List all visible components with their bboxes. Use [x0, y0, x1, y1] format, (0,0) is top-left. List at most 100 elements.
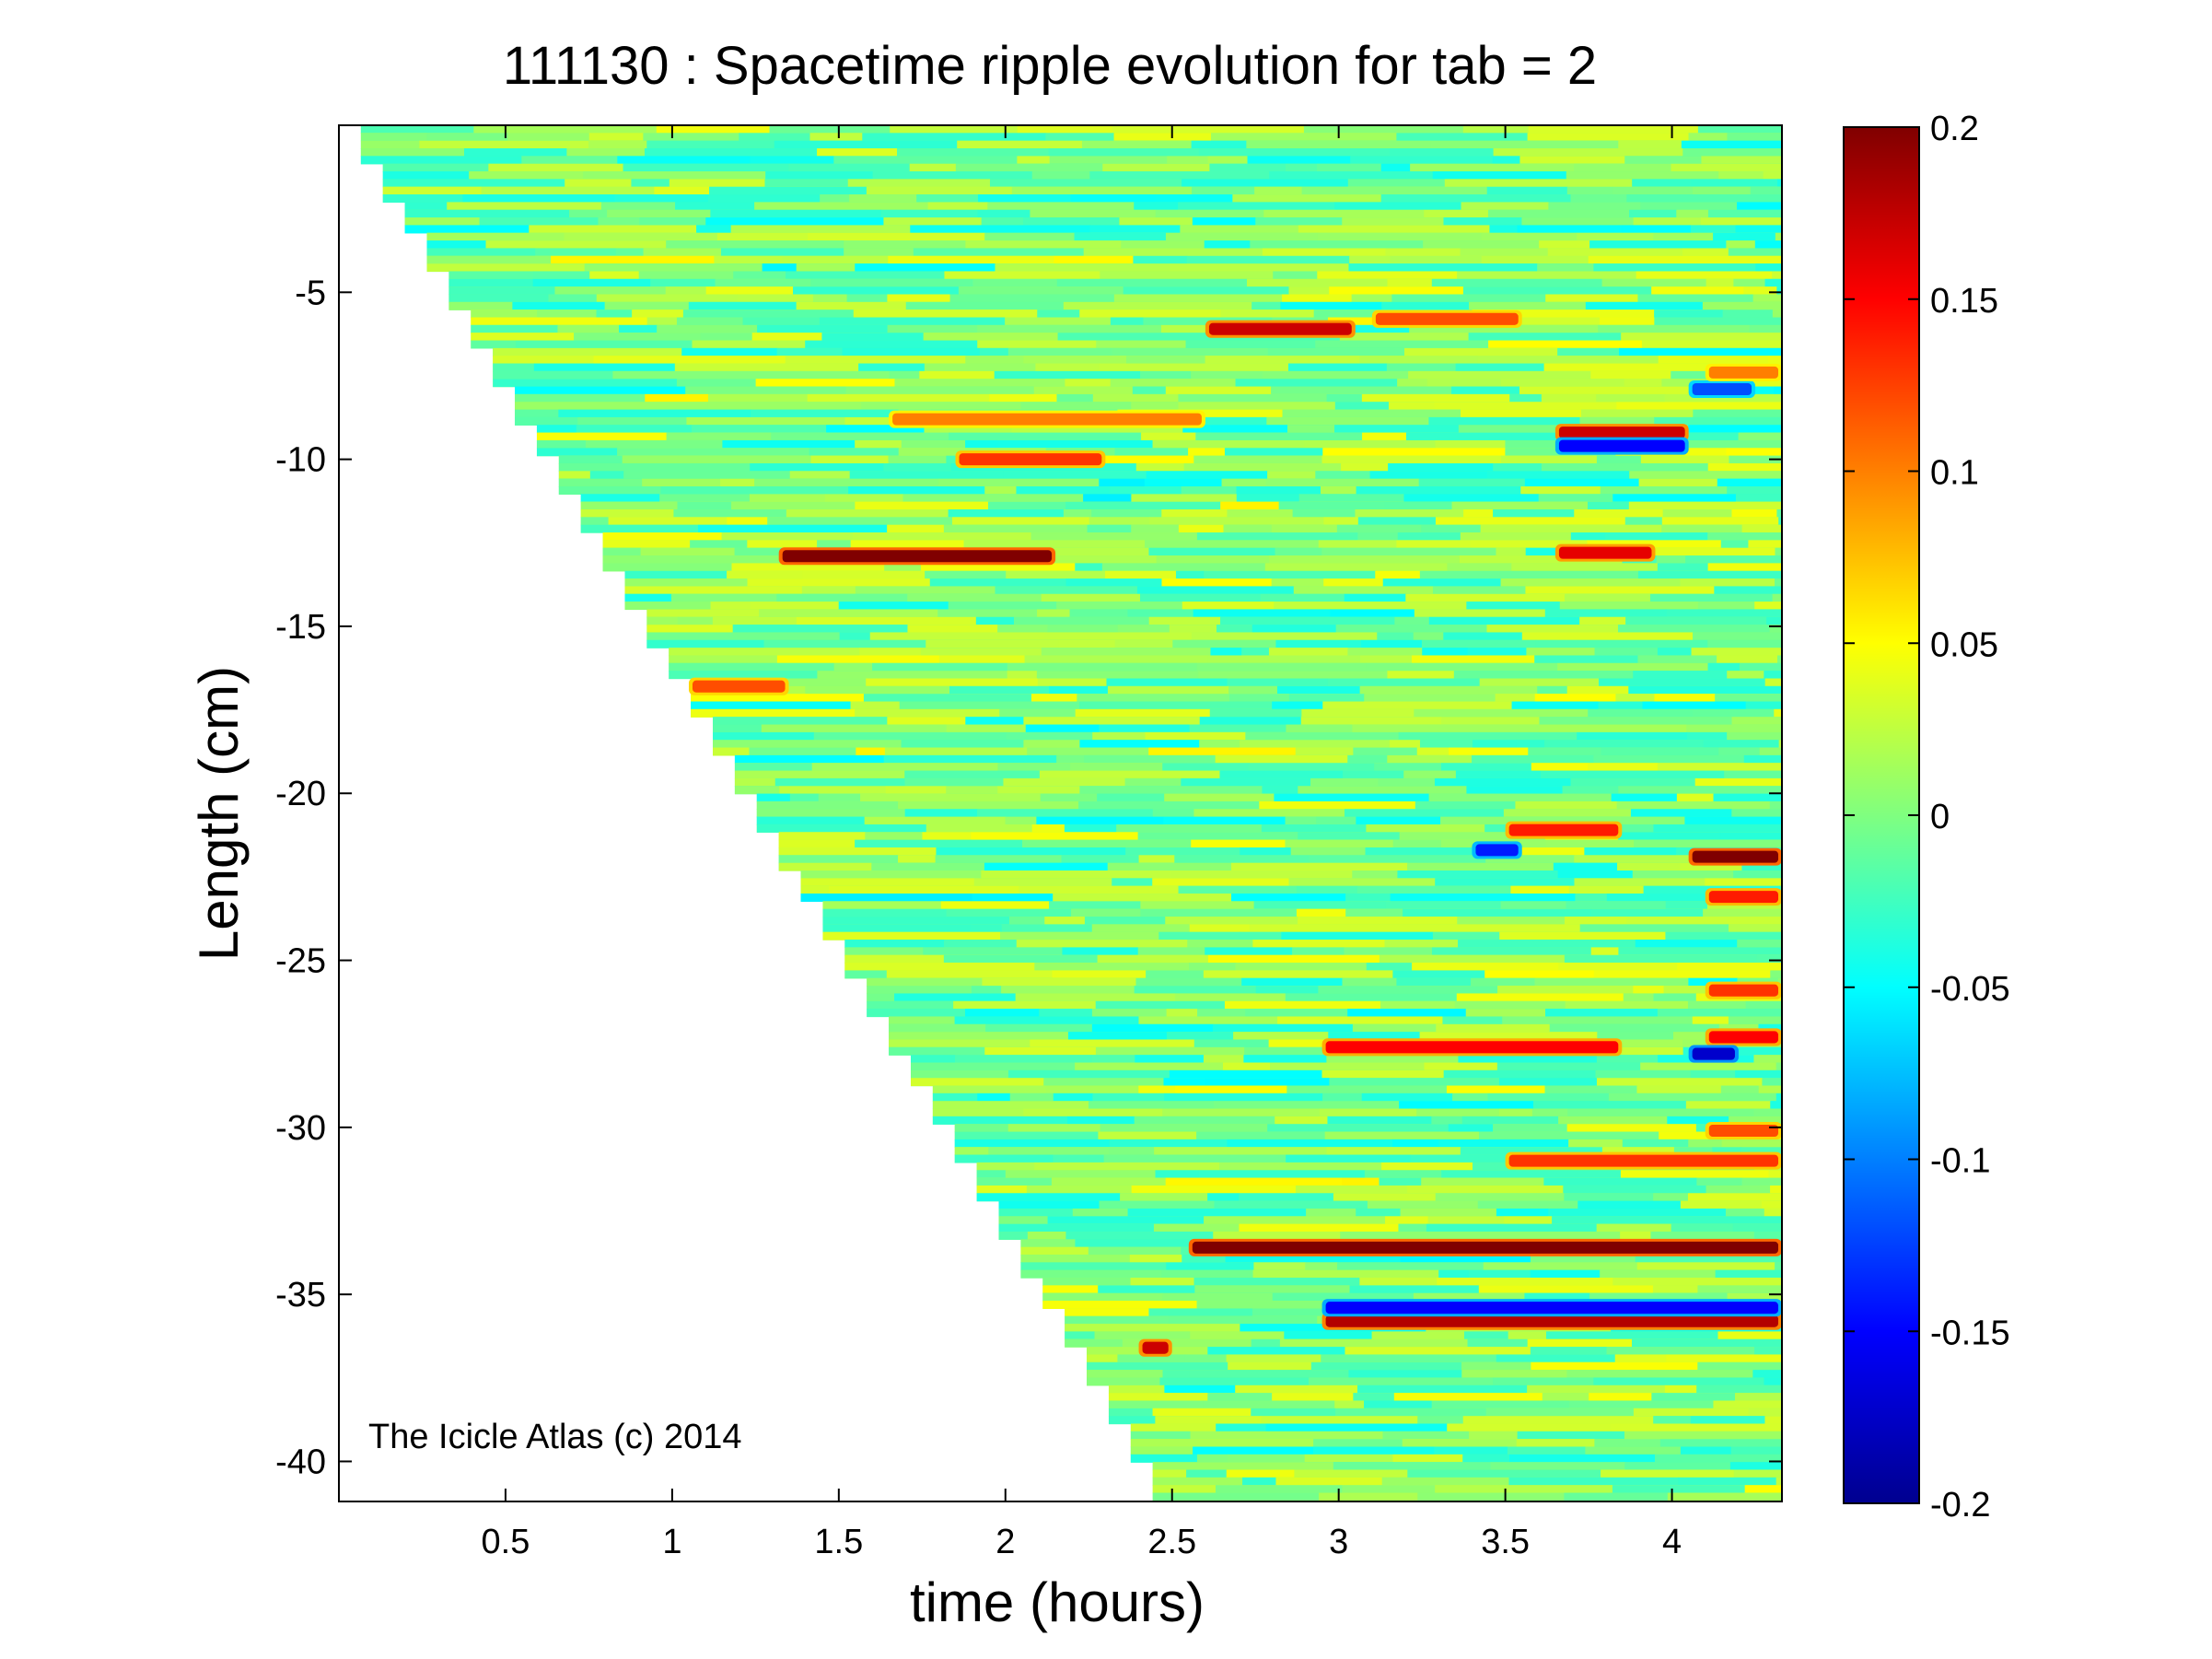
heatmap-cell	[1703, 908, 1782, 917]
heatmap-cell	[1457, 271, 1637, 280]
heatmap-cell	[1220, 501, 1280, 510]
heatmap-cell	[1170, 263, 1350, 273]
heatmap-cell	[756, 816, 866, 825]
heatmap-cell	[1549, 1023, 1720, 1033]
heatmap-cell	[1077, 694, 1230, 703]
heatmap-cell	[1099, 1200, 1216, 1209]
heatmap-cell	[1575, 894, 1608, 902]
heatmap-cell	[1764, 1377, 1782, 1386]
heatmap-cell	[1453, 671, 1634, 680]
heatmap-cell	[757, 324, 889, 333]
heatmap-cell	[623, 163, 789, 172]
heatmap-cell	[789, 471, 851, 480]
heatmap-cell	[569, 209, 608, 218]
heatmap-cell	[1653, 824, 1782, 833]
heatmap-cell	[1193, 1446, 1314, 1455]
heatmap-cell	[1527, 1338, 1633, 1348]
heatmap-cell	[598, 217, 640, 227]
heatmap-cell	[1272, 701, 1323, 710]
heatmap-cell	[1772, 310, 1782, 319]
heatmap-cell	[1446, 1085, 1546, 1094]
heatmap-cell	[1184, 1354, 1228, 1363]
heatmap-cell	[1227, 1139, 1393, 1148]
heatmap-cell	[982, 977, 1137, 987]
heatmap-cell	[1288, 694, 1365, 703]
heatmap-cell	[817, 671, 1008, 680]
heatmap-cell	[1023, 1108, 1163, 1117]
heatmap-cell	[1604, 532, 1708, 541]
heatmap-cell	[1418, 478, 1526, 487]
heatmap-cell	[1087, 1370, 1164, 1379]
heatmap-cell	[1136, 586, 1295, 595]
heatmap-cell	[1190, 1431, 1384, 1440]
heatmap-cell	[1298, 832, 1401, 841]
heatmap-cell	[1585, 301, 1704, 310]
heatmap-cell	[1065, 379, 1112, 388]
heatmap-cell	[756, 793, 791, 802]
heatmap-cell	[992, 555, 1158, 564]
heatmap-cell	[1236, 494, 1300, 503]
heatmap-cell	[1097, 793, 1165, 802]
heatmap-cell	[713, 724, 763, 733]
heatmap-cell	[631, 179, 670, 188]
heatmap-cell	[1347, 648, 1423, 657]
heatmap-cell	[1531, 1361, 1698, 1371]
heatmap-cell	[1754, 240, 1782, 250]
heatmap-cell	[949, 432, 1142, 441]
heatmap-cell	[1288, 878, 1436, 887]
heatmap-cell	[1344, 947, 1433, 956]
heatmap-cell	[1442, 1016, 1503, 1025]
heatmap-cell	[638, 271, 734, 280]
heatmap-cell	[1364, 1170, 1442, 1179]
heatmap-cell	[624, 593, 672, 602]
heatmap-cell	[1696, 1384, 1782, 1394]
heatmap-cell	[1434, 777, 1572, 787]
heatmap-cell	[536, 432, 668, 441]
heatmap-cell	[557, 324, 620, 333]
heatmap-cell	[1162, 763, 1250, 772]
heatmap-cell	[1460, 1147, 1603, 1156]
heatmap-cell	[589, 471, 624, 480]
heatmap-cell	[1182, 425, 1213, 434]
heatmap-cell	[360, 140, 420, 149]
heatmap-cell	[507, 133, 590, 142]
heatmap-cell	[1252, 301, 1281, 310]
heatmap-cell	[977, 209, 1031, 218]
heatmap-cell	[1553, 862, 1618, 871]
heatmap-cell	[1745, 701, 1782, 710]
heatmap-cell	[929, 578, 1067, 588]
heatmap-cell	[1223, 524, 1273, 533]
heatmap-cell	[1726, 448, 1782, 457]
heatmap-image	[360, 125, 1782, 1501]
heatmap-cell	[1487, 209, 1630, 218]
heatmap-cell	[1329, 1078, 1500, 1087]
heatmap-cell	[1110, 317, 1145, 326]
heatmap-cell	[1736, 202, 1782, 211]
heatmap-cell	[984, 485, 1018, 495]
heatmap-cell	[1629, 471, 1782, 480]
heatmap-cell	[778, 839, 856, 848]
heatmap-cell	[1496, 1208, 1549, 1217]
heatmap-cell	[1303, 125, 1464, 134]
heatmap-cell	[1161, 578, 1273, 588]
heatmap-cell	[1227, 509, 1294, 518]
heatmap-cell	[1207, 1393, 1273, 1402]
heatmap-cell	[785, 356, 966, 365]
heatmap-cell	[1317, 271, 1458, 280]
heatmap-cell	[448, 301, 513, 310]
heatmap-cell	[946, 908, 1072, 917]
heatmap-cell	[1713, 793, 1782, 802]
heatmap-cell	[844, 947, 924, 956]
heatmap-cell	[1715, 694, 1782, 703]
heatmap-cell	[1186, 255, 1350, 264]
heatmap-cell	[1731, 809, 1782, 818]
heatmap-cell	[1421, 1177, 1544, 1186]
heatmap-cell	[1750, 186, 1782, 195]
heatmap-cell	[1309, 855, 1486, 864]
heatmap-cell	[1616, 402, 1782, 411]
heatmap-cell	[1001, 986, 1135, 995]
heatmap-cell	[644, 148, 818, 157]
heatmap-cell	[1207, 954, 1380, 964]
heatmap-cell	[493, 356, 595, 365]
heatmap-cell	[1617, 832, 1721, 841]
